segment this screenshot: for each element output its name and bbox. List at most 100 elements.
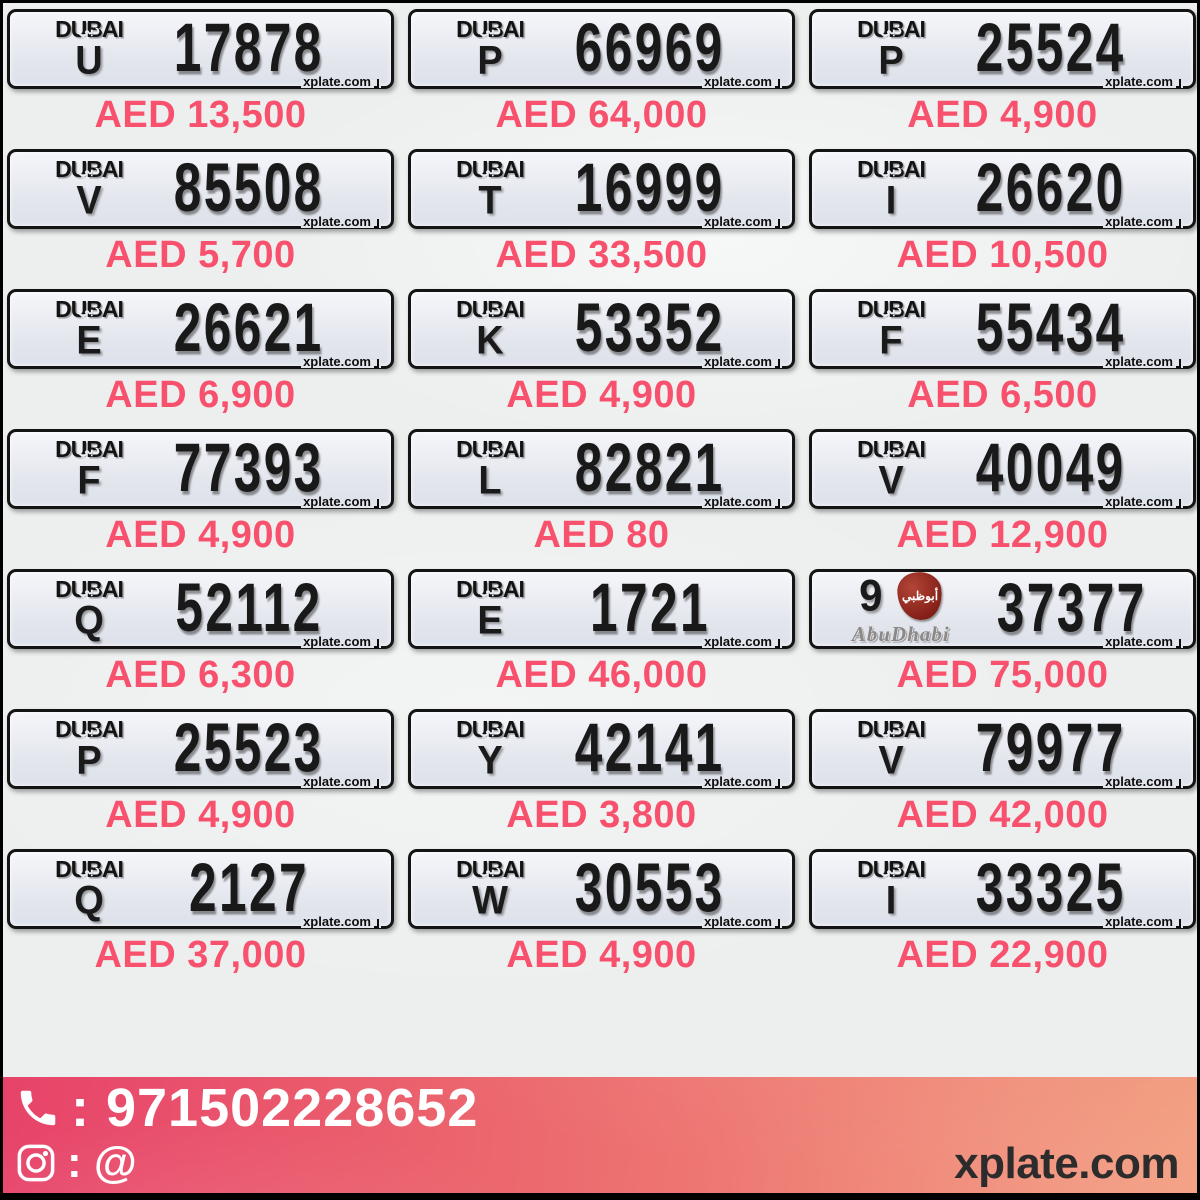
- plate-number: 25523: [152, 714, 391, 782]
- plate-card[interactable]: DUBAI دبي Q Q أبوظبي AbuDhabi 2127: [7, 849, 394, 989]
- dubai-logo-latin: DUBAI: [456, 156, 525, 182]
- plate-card[interactable]: DUBAI دبي P P أبوظبي AbuDhabi 25524: [809, 9, 1196, 149]
- plate-number-digits: 53352: [574, 290, 725, 367]
- license-plate: DUBAI دبي T T أبوظبي AbuDhabi 16999: [408, 149, 795, 229]
- dubai-logo-arabic: دبي: [78, 300, 100, 317]
- plate-code-letter: V: [76, 178, 102, 224]
- dubai-logo-latin: DUBAI: [857, 436, 926, 462]
- plate-number: 16999: [553, 154, 792, 222]
- plate-price: AED 4,900: [506, 374, 697, 416]
- license-plate: DUBAI دبي K K أبوظبي AbuDhabi 53352: [408, 289, 795, 369]
- xplate-watermark: xplate.com: [1103, 495, 1183, 508]
- dubai-logo-latin: DUBAI: [456, 296, 525, 322]
- license-plate: DUBAI دبي Q Q أبوظبي AbuDhabi 2127: [7, 849, 394, 929]
- dubai-logo: DUBAI دبي: [857, 858, 926, 881]
- dubai-logo-arabic: دبي: [880, 20, 902, 37]
- plate-price: AED 10,500: [896, 234, 1109, 276]
- license-plate: DUBAI دبي Q Q أبوظبي AbuDhabi 52112: [7, 569, 394, 649]
- plate-number: 17878: [152, 14, 391, 82]
- license-plate: DUBAI دبي I I أبوظبي AbuDhabi 26620: [809, 149, 1196, 229]
- plate-code-letter: K: [476, 318, 504, 364]
- plate-price: AED 22,900: [896, 934, 1109, 976]
- license-plate: DUBAI دبي Y Y أبوظبي AbuDhabi 42141: [408, 709, 795, 789]
- plate-card[interactable]: DUBAI دبي W W أبوظبي AbuDhabi 30553: [408, 849, 795, 989]
- dubai-logo: DUBAI دبي: [456, 296, 525, 322]
- plate-code-letter: Q: [74, 598, 104, 644]
- plate-left-abudhabi: 9 أبوظبي AbuDhabi: [812, 568, 978, 647]
- plate-price: AED 4,900: [105, 794, 296, 836]
- dubai-logo-latin: DUBAI: [55, 436, 124, 462]
- plate-card[interactable]: DUBAI دبي U U أبوظبي AbuDhabi 17878: [7, 9, 394, 149]
- license-plate: DUBAI دبي F F أبوظبي AbuDhabi 55434: [809, 289, 1196, 369]
- watermark-tick-icon: [374, 779, 379, 788]
- plate-card[interactable]: DUBAI دبي F F أبوظبي AbuDhabi 55434: [809, 289, 1196, 429]
- plate-card[interactable]: DUBAI دبي P P أبوظبي AbuDhabi 25523: [7, 709, 394, 849]
- dubai-logo-latin: DUBAI: [456, 576, 525, 602]
- watermark-tick-icon: [374, 219, 379, 228]
- plate-card[interactable]: DUBAI دبي 9 9 أبوظبي AbuDhabi 37377: [809, 568, 1196, 709]
- xplate-watermark: xplate.com: [1103, 775, 1183, 788]
- xplate-watermark: xplate.com: [1103, 635, 1183, 648]
- plate-code-letter: T: [478, 178, 502, 224]
- xplate-watermark: xplate.com: [702, 775, 782, 788]
- plate-left-dubai: DUBAI دبي Y: [411, 718, 553, 781]
- license-plate: DUBAI دبي E E أبوظبي AbuDhabi 26621: [7, 289, 394, 369]
- dubai-logo: DUBAI دبي: [456, 858, 525, 881]
- dubai-logo-arabic: دبي: [479, 580, 501, 597]
- plate-card[interactable]: DUBAI دبي V V أبوظبي AbuDhabi 40049: [809, 429, 1196, 569]
- watermark-tick-icon: [775, 499, 780, 508]
- watermark-tick-icon: [1176, 639, 1181, 648]
- dubai-logo: DUBAI دبي: [456, 718, 525, 741]
- xplate-watermark: xplate.com: [702, 355, 782, 368]
- watermark-tick-icon: [374, 639, 379, 648]
- plate-left-dubai: DUBAI دبي F: [812, 298, 954, 361]
- plate-card[interactable]: DUBAI دبي L L أبوظبي AbuDhabi 82821: [408, 429, 795, 569]
- abudhabi-code-row: 9 أبوظبي: [859, 568, 946, 623]
- plate-left-dubai: DUBAI دبي E: [411, 576, 553, 641]
- watermark-tick-icon: [775, 639, 780, 648]
- plate-code-letter: P: [477, 38, 503, 84]
- dubai-logo-arabic: دبي: [479, 160, 501, 177]
- watermark-tick-icon: [775, 359, 780, 368]
- plate-left-dubai: DUBAI دبي V: [812, 718, 954, 781]
- plate-card[interactable]: DUBAI دبي K K أبوظبي AbuDhabi 53352: [408, 289, 795, 429]
- phone-contact[interactable]: : 971502228652: [15, 1081, 478, 1135]
- watermark-tick-icon: [775, 79, 780, 88]
- plate-price: AED 6,500: [907, 374, 1098, 416]
- plate-price: AED 13,500: [94, 94, 307, 136]
- dubai-logo-arabic: دبي: [78, 580, 100, 597]
- plate-card[interactable]: DUBAI دبي E E أبوظبي AbuDhabi 26621: [7, 289, 394, 429]
- watermark-tick-icon: [374, 79, 379, 88]
- plate-card[interactable]: DUBAI دبي Q Q أبوظبي AbuDhabi 52112: [7, 569, 394, 709]
- dubai-logo-latin: DUBAI: [456, 16, 525, 42]
- plate-left-dubai: DUBAI دبي V: [812, 436, 954, 501]
- xplate-watermark: xplate.com: [1103, 75, 1183, 88]
- plate-card[interactable]: DUBAI دبي V V أبوظبي AbuDhabi 85508: [7, 149, 394, 289]
- instagram-contact[interactable]: : @: [15, 1141, 137, 1185]
- watermark-tick-icon: [1176, 219, 1181, 228]
- plate-card[interactable]: DUBAI دبي I I أبوظبي AbuDhabi 26620: [809, 149, 1196, 289]
- xplate-watermark: xplate.com: [301, 915, 381, 928]
- license-plate: DUBAI دبي I I أبوظبي AbuDhabi 33325: [809, 849, 1196, 929]
- plate-code-letter: P: [76, 738, 102, 784]
- plate-card[interactable]: DUBAI دبي F F أبوظبي AbuDhabi 77393: [7, 429, 394, 569]
- dubai-logo-latin: DUBAI: [55, 296, 124, 322]
- plate-card[interactable]: DUBAI دبي T T أبوظبي AbuDhabi 16999: [408, 149, 795, 289]
- plate-code-letter: W: [472, 878, 508, 924]
- plate-left-dubai: DUBAI دبي P: [10, 718, 152, 784]
- dubai-logo-arabic: دبي: [479, 440, 501, 457]
- dubai-logo: DUBAI دبي: [456, 16, 525, 42]
- plate-card[interactable]: DUBAI دبي P P أبوظبي AbuDhabi 66969: [408, 9, 795, 149]
- plate-card[interactable]: DUBAI دبي V V أبوظبي AbuDhabi 79977: [809, 709, 1196, 849]
- plate-code-letter: Q: [74, 878, 104, 924]
- plate-card[interactable]: DUBAI دبي E E أبوظبي AbuDhabi 1721: [408, 569, 795, 709]
- plate-price: AED 3,800: [506, 794, 697, 836]
- plate-price: AED 4,900: [907, 94, 1098, 136]
- plate-price: AED 12,900: [896, 514, 1109, 556]
- dubai-logo: DUBAI دبي: [55, 858, 124, 881]
- plate-card[interactable]: DUBAI دبي I I أبوظبي AbuDhabi 33325: [809, 849, 1196, 989]
- watermark-tick-icon: [1176, 499, 1181, 508]
- xplate-watermark: xplate.com: [1103, 915, 1183, 928]
- plate-card[interactable]: DUBAI دبي Y Y أبوظبي AbuDhabi 42141: [408, 709, 795, 849]
